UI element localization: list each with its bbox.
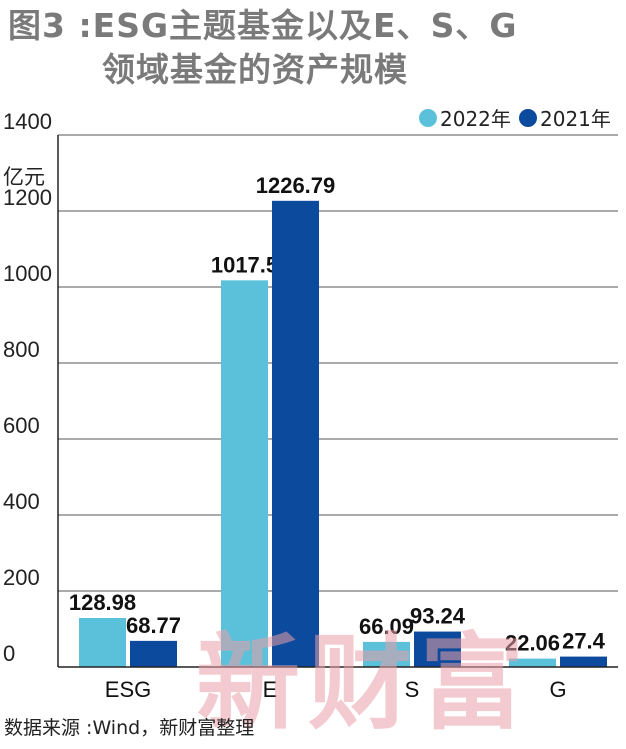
bar-s-2022: [363, 641, 410, 667]
data-label: 22.06: [505, 631, 560, 656]
data-label: 1226.79: [256, 173, 336, 198]
y-tick-label: 1400: [3, 109, 52, 134]
chart-title: 图3 :ESG主题基金以及E、S、G 领域基金的资产规模: [8, 4, 620, 92]
source-note: 数据来源 :Wind，新财富整理: [4, 717, 255, 739]
y-tick-label: 400: [3, 489, 40, 514]
data-label: 93.24: [410, 604, 466, 629]
y-tick-label: 800: [3, 337, 40, 362]
y-axis-unit-label: 亿元: [3, 165, 45, 189]
bar-g-2022: [509, 658, 556, 667]
x-tick-label: G: [549, 677, 566, 702]
y-tick-label: 1200: [3, 185, 52, 210]
bar-e-2022: [221, 280, 268, 667]
bar-s-2021: [414, 631, 461, 667]
legend-label: 2022年: [440, 107, 511, 131]
legend-label: 2021年: [540, 107, 611, 131]
x-tick-label: E: [263, 677, 278, 702]
chart-title-line-2: 领域基金的资产规模: [102, 50, 408, 89]
y-tick-label: 600: [3, 413, 40, 438]
data-label: 128.98: [69, 590, 136, 615]
legend-marker-2021: [519, 109, 537, 127]
bar-esg-2022: [79, 617, 126, 667]
y-tick-label: 1000: [3, 261, 52, 286]
x-tick-label: ESG: [105, 677, 151, 702]
chart-title-line-1: 图3 :ESG主题基金以及E、S、G: [8, 6, 518, 45]
bar-g-2021: [560, 656, 607, 667]
y-tick-label: 0: [3, 641, 15, 666]
bar-e-2021: [272, 200, 319, 667]
legend-marker-2022: [419, 109, 437, 127]
data-label: 27.4: [562, 629, 606, 654]
x-tick-label: S: [405, 677, 420, 702]
y-tick-label: 200: [3, 565, 40, 590]
data-label: 68.77: [126, 613, 181, 638]
data-label: 66.09: [359, 614, 414, 639]
data-label: 1017.5: [211, 252, 278, 277]
bar-esg-2021: [130, 640, 177, 667]
